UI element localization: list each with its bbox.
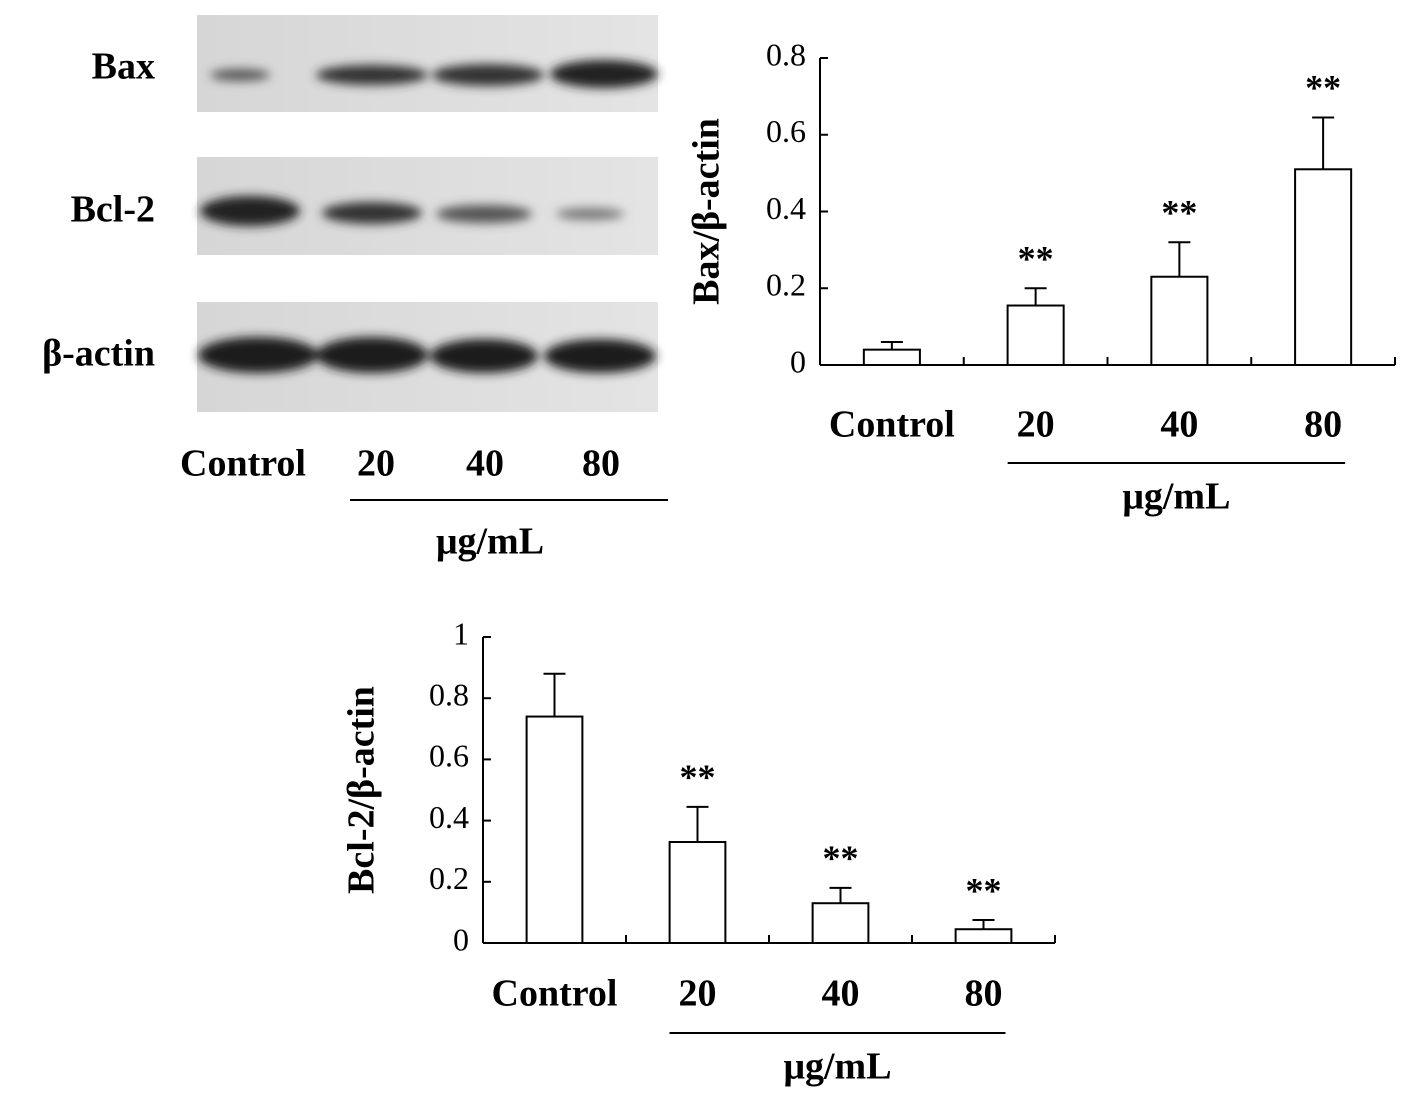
error-bar xyxy=(880,340,903,350)
bar xyxy=(862,348,921,366)
group-label: μg/mL xyxy=(783,1046,891,1088)
bar xyxy=(811,902,870,944)
bar xyxy=(1006,304,1065,366)
western-blot: Bax Bcl-2 β-actin Control 20 40 80 μg/mL xyxy=(42,15,668,563)
significance-marker: ** xyxy=(823,838,859,878)
x-tick-label: 40 xyxy=(822,973,860,1015)
x-tick-label: 80 xyxy=(965,973,1003,1015)
bar xyxy=(1150,275,1209,366)
y-tick-label: 1 xyxy=(453,615,469,651)
lane-label: 80 xyxy=(582,443,620,485)
x-tick-label: Control xyxy=(829,404,955,446)
y-tick-label: 0.2 xyxy=(766,267,806,303)
significance-marker: ** xyxy=(680,757,716,797)
error-bar xyxy=(686,805,709,843)
x-tick-label: 20 xyxy=(1017,404,1055,446)
y-tick-label: 0.6 xyxy=(766,113,806,149)
x-tick-label: Control xyxy=(492,973,618,1015)
error-bar xyxy=(829,886,852,904)
y-tick-label: 0.4 xyxy=(429,799,469,835)
y-tick-label: 0.8 xyxy=(766,36,806,72)
significance-marker: ** xyxy=(1161,192,1197,232)
blot-row-label: Bcl-2 xyxy=(71,189,155,231)
lane-label: 40 xyxy=(466,443,504,485)
blot-bands xyxy=(198,60,658,373)
significance-marker: ** xyxy=(966,870,1002,910)
error-bar xyxy=(543,672,566,717)
blot-row-label: β-actin xyxy=(42,333,155,375)
y-tick-label: 0.2 xyxy=(429,860,469,896)
x-tick-label: 20 xyxy=(679,973,717,1015)
lane-label: Control xyxy=(180,443,306,485)
blot-row-label: Bax xyxy=(92,46,155,88)
x-tick-label: 80 xyxy=(1304,404,1342,446)
bar xyxy=(1294,168,1353,366)
error-bar xyxy=(972,919,995,930)
significance-marker: ** xyxy=(1018,239,1054,279)
y-tick-label: 0.8 xyxy=(429,677,469,713)
bar xyxy=(525,715,584,944)
lane-label: 20 xyxy=(357,443,395,485)
x-tick-label: 40 xyxy=(1160,404,1198,446)
y-axis-label: Bax/β-actin xyxy=(686,118,728,305)
bar xyxy=(668,841,727,945)
y-tick-label: 0 xyxy=(453,921,469,957)
y-tick-label: 0.4 xyxy=(766,190,806,226)
error-bar xyxy=(1024,287,1047,306)
error-bar xyxy=(1168,241,1191,277)
error-bar xyxy=(1312,116,1335,170)
bar xyxy=(954,928,1013,944)
y-tick-label: 0.6 xyxy=(429,738,469,774)
group-label: μg/mL xyxy=(1122,476,1230,518)
y-tick-label: 0 xyxy=(790,343,806,379)
y-axis-label: Bcl-2/β-actin xyxy=(341,686,383,894)
significance-marker: ** xyxy=(1305,68,1341,108)
unit-label: μg/mL xyxy=(436,521,544,563)
